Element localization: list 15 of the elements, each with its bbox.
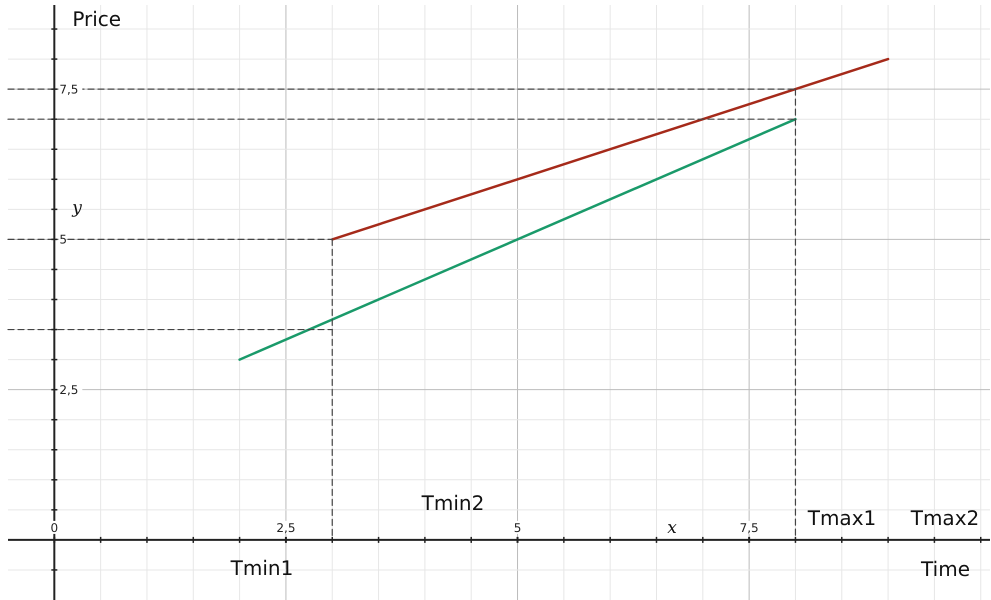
annotation: Tmin1 bbox=[230, 556, 294, 580]
x-tick-label: 0 bbox=[50, 520, 58, 535]
y-axis-title: Price bbox=[72, 7, 122, 31]
annotation: y bbox=[71, 198, 82, 218]
x-tick-label: 5 bbox=[514, 520, 522, 535]
x-tick-label: 7,5 bbox=[740, 520, 759, 535]
annotation: x bbox=[667, 518, 678, 538]
y-tick-label: 5 bbox=[59, 232, 67, 247]
y-tick-label: 2,5 bbox=[59, 382, 78, 397]
annotation: Tmax1 bbox=[806, 506, 876, 530]
y-tick-label: 7,5 bbox=[59, 82, 78, 96]
x-axis-title: Time bbox=[920, 557, 970, 581]
annotation: Tmin2 bbox=[420, 491, 484, 515]
annotation: Tmax2 bbox=[910, 506, 980, 530]
x-tick-label: 2,5 bbox=[276, 520, 296, 535]
